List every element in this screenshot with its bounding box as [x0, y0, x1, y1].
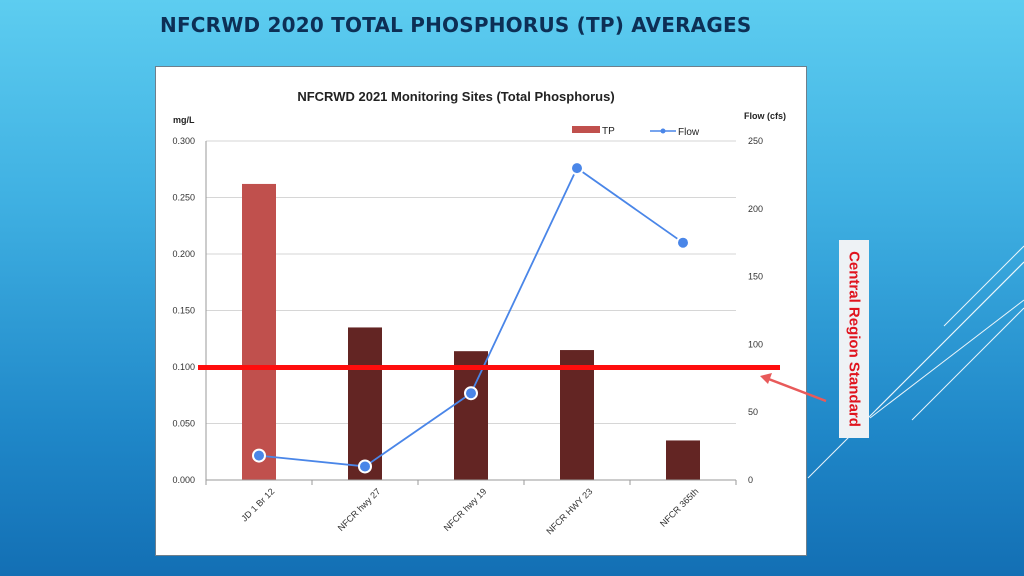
- y-tick-label: 0.100: [172, 362, 195, 372]
- y-tick-label: 0.250: [172, 193, 195, 203]
- y2-tick-label: 200: [748, 204, 763, 214]
- flow-point-1: [252, 448, 266, 463]
- bar-1: [242, 183, 276, 480]
- decorative-lines: [807, 245, 1024, 479]
- bar-3: [454, 351, 488, 480]
- flow-point-2: [358, 459, 372, 474]
- y2-tick-label: 150: [748, 272, 763, 282]
- y-tick-label: 0.150: [172, 306, 195, 316]
- flow-line: [252, 161, 690, 474]
- arrow-icon: [760, 373, 827, 403]
- side-label-box: [839, 240, 869, 438]
- flow-point-5: [676, 235, 690, 250]
- legend-tp-swatch: [572, 126, 600, 133]
- y-axis-label: mg/L: [173, 115, 195, 125]
- bar-5: [666, 440, 700, 480]
- y-tick-label: 0.000: [172, 475, 195, 485]
- central-region-standard-label: Central Region Standard: [845, 251, 863, 427]
- flow-point-3: [464, 386, 478, 401]
- y2-tick-label: 100: [748, 339, 763, 349]
- bar-2: [348, 327, 382, 480]
- y2-tick-label: 0: [748, 475, 753, 485]
- slide-title: NFCRWD 2020 TOTAL PHOSPHORUS (TP) AVERAG…: [160, 13, 752, 37]
- y2-axis-label: Flow (cfs): [744, 111, 786, 121]
- y2-tick-label: 250: [748, 136, 763, 146]
- chart-title: NFCRWD 2021 Monitoring Sites (Total Phos…: [297, 89, 614, 104]
- legend-flow-marker: [660, 128, 666, 134]
- y-tick-label: 0.300: [172, 136, 195, 146]
- y2-tick-label: 50: [748, 407, 758, 417]
- flow-point-4: [570, 161, 584, 176]
- legend-flow-label: Flow: [678, 127, 700, 138]
- y-tick-label: 0.200: [172, 249, 195, 259]
- bars: [242, 183, 700, 480]
- legend: TP Flow: [572, 126, 700, 138]
- y-tick-label: 0.050: [172, 419, 195, 429]
- central-region-standard-line: [198, 365, 780, 370]
- legend-tp-label: TP: [602, 126, 615, 137]
- bar-4: [560, 350, 594, 480]
